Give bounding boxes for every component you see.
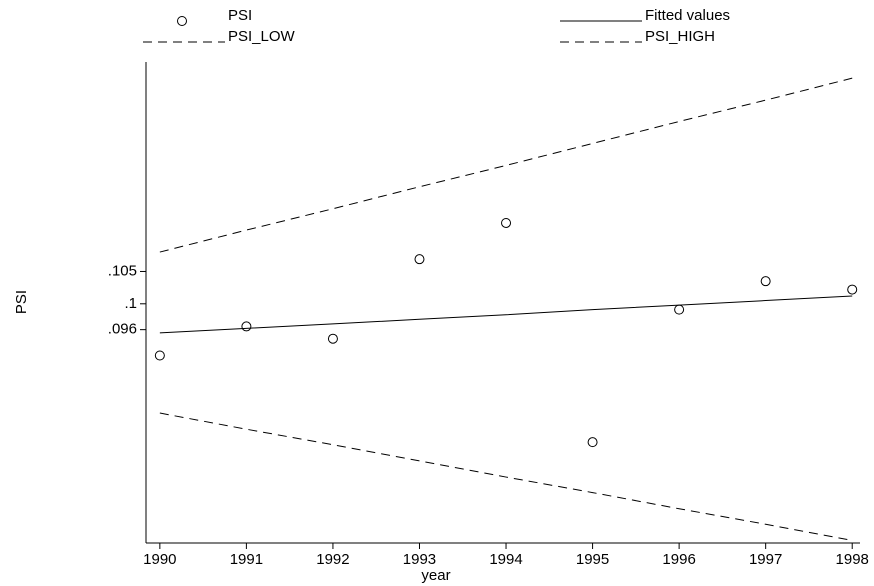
y-tick-label: .1 xyxy=(124,295,137,312)
data-point xyxy=(587,437,598,448)
x-tick-label: 1990 xyxy=(143,551,176,568)
data-point xyxy=(241,321,252,332)
y-axis-label: PSI xyxy=(13,290,30,314)
data-point xyxy=(414,254,425,265)
legend-label: PSI xyxy=(228,7,252,24)
legend-label: PSI_LOW xyxy=(228,28,296,45)
x-tick-label: 1996 xyxy=(662,551,695,568)
x-tick-label: 1998 xyxy=(836,551,869,568)
data-point xyxy=(760,276,771,287)
data-point xyxy=(674,304,685,315)
x-axis-label: year xyxy=(421,567,450,584)
data-point xyxy=(501,217,512,228)
data-point xyxy=(327,333,338,344)
y-tick-label: .096 xyxy=(108,321,137,338)
data-point xyxy=(847,284,858,295)
x-tick-label: 1997 xyxy=(749,551,782,568)
legend-marker xyxy=(177,16,187,26)
legend-label: PSI_HIGH xyxy=(645,28,715,45)
legend-label: Fitted values xyxy=(645,7,730,24)
x-tick-label: 1994 xyxy=(489,551,522,568)
series-line xyxy=(159,295,853,334)
x-tick-label: 1992 xyxy=(316,551,349,568)
x-tick-label: 1995 xyxy=(576,551,609,568)
y-tick-label: .105 xyxy=(108,262,137,279)
x-tick-label: 1993 xyxy=(403,551,436,568)
series-line xyxy=(159,412,853,541)
series-line xyxy=(159,77,853,253)
data-point xyxy=(154,350,165,361)
x-tick-label: 1991 xyxy=(230,551,263,568)
